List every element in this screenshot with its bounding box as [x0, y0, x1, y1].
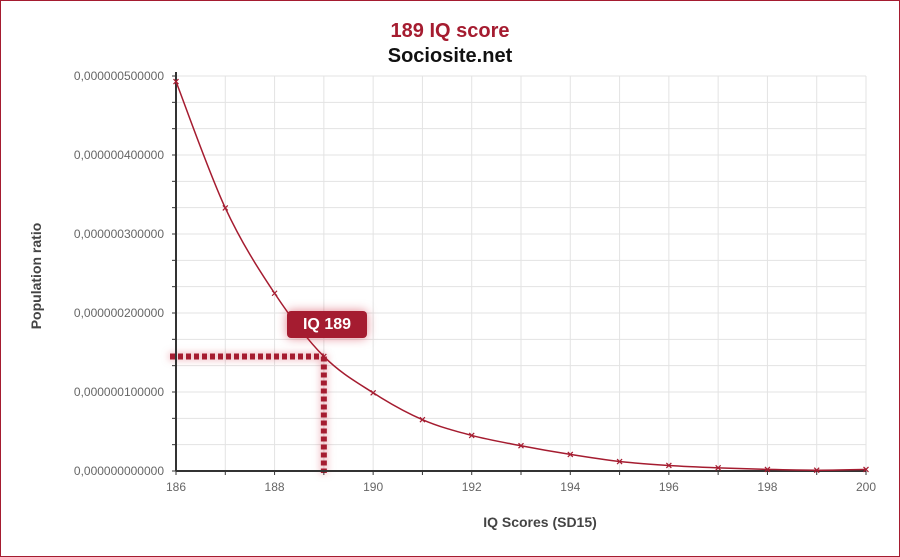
x-tick-label: 186 [166, 480, 186, 494]
y-tick-label: 0,000000500000 [74, 69, 164, 83]
chart-subtitle: Sociosite.net [387, 45, 513, 67]
x-tick-label: 192 [462, 480, 482, 494]
data-point [665, 462, 672, 469]
chart-title: 189 IQ score [390, 20, 510, 42]
data-point [320, 353, 327, 360]
x-tick-label: 194 [560, 480, 580, 494]
iq-189-callout: IQ 189 [287, 311, 367, 338]
x-axis-ticks: 186 188 190 192 194 196 198 200 [166, 480, 876, 494]
data-point [222, 205, 229, 211]
data-point [419, 416, 426, 423]
data-point [863, 466, 869, 473]
highlight-guides [170, 353, 327, 473]
x-axis-label: IQ Scores (SD15) [483, 514, 597, 530]
x-tick-label: 200 [856, 480, 876, 494]
grid-lines [175, 75, 867, 472]
series-line [175, 81, 867, 471]
series-layer [175, 81, 867, 471]
data-point [518, 442, 524, 449]
y-tick-label: 0,000000200000 [74, 306, 164, 320]
y-axis-ticks: 0,000000000000 0,000000100000 0,0000002000… [74, 69, 164, 478]
x-tick-label: 196 [659, 480, 679, 494]
y-tick-label: 0,000000300000 [74, 227, 164, 241]
x-tick-label: 198 [757, 480, 777, 494]
data-point [813, 467, 820, 474]
data-point [764, 466, 771, 473]
data-point [173, 78, 179, 85]
data-point [370, 389, 377, 396]
data-point [271, 290, 278, 297]
axes [172, 72, 867, 475]
data-point [567, 451, 574, 458]
y-tick-label: 0,000000100000 [74, 385, 164, 399]
x-tick-label: 188 [265, 480, 285, 494]
y-tick-label: 0,000000000000 [74, 464, 164, 478]
data-point [616, 458, 623, 465]
point-markers [173, 78, 869, 474]
data-point [468, 432, 475, 439]
y-axis-label: Population ratio [28, 222, 44, 330]
x-tick-label: 190 [363, 480, 383, 494]
data-point [715, 464, 722, 471]
y-tick-label: 0,000000400000 [74, 148, 164, 162]
